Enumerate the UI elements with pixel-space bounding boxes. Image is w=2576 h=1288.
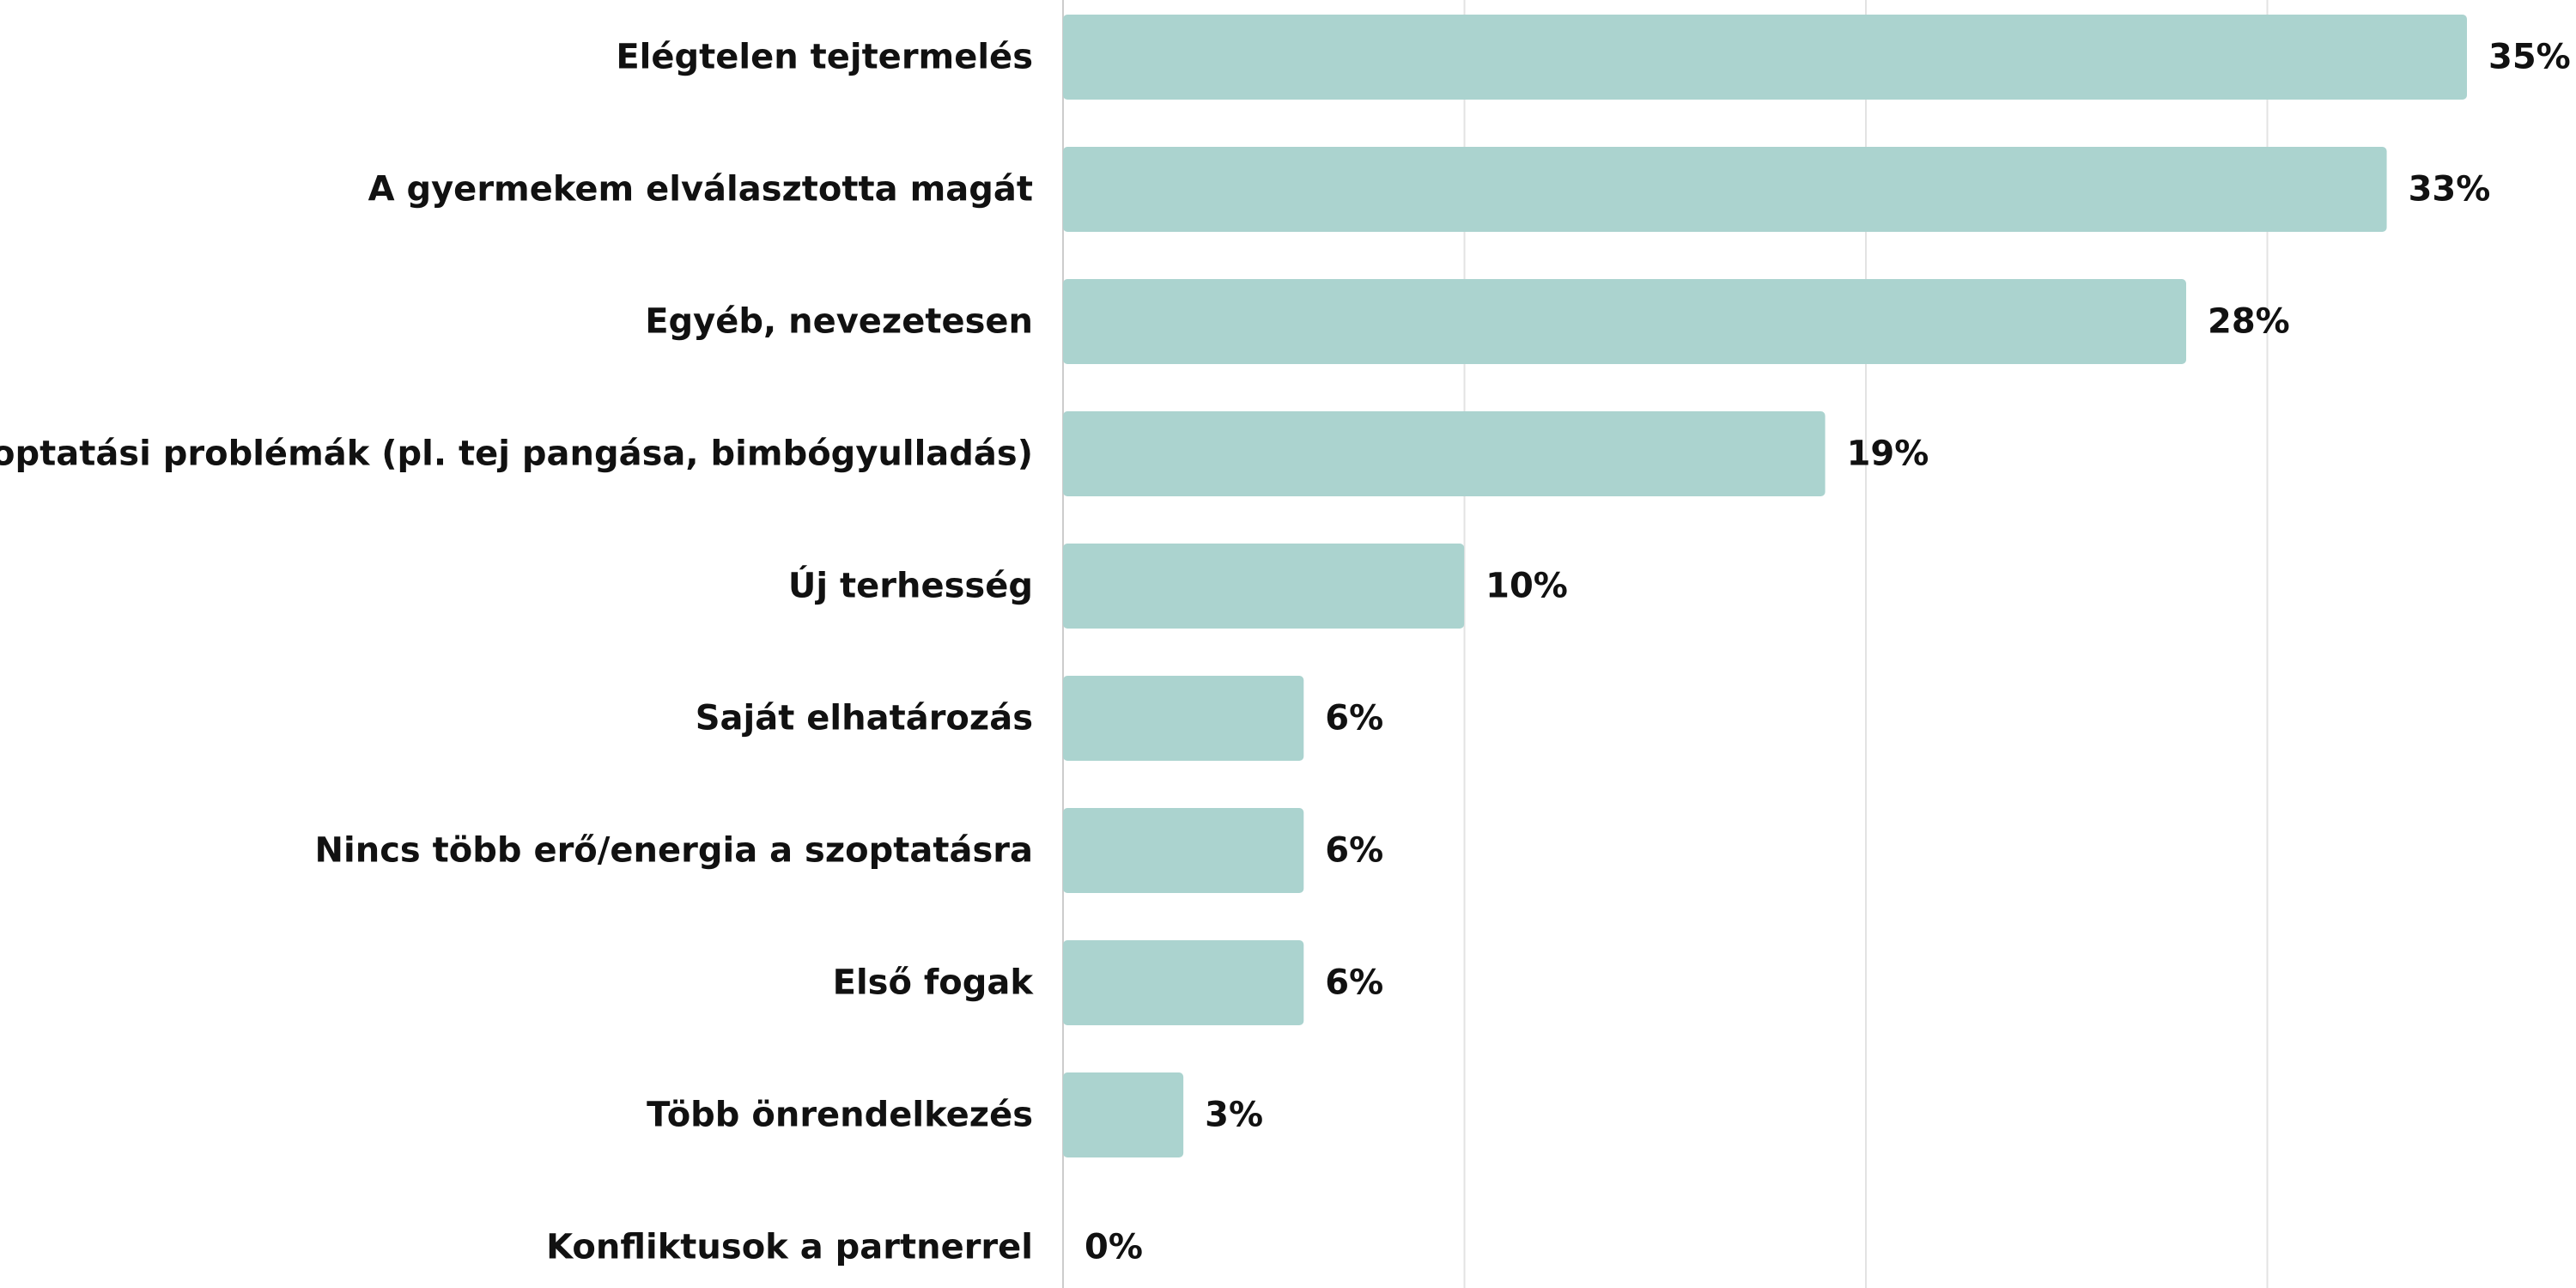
bar <box>1063 411 1826 496</box>
bar <box>1063 15 2467 100</box>
value-label: 6% <box>1325 831 1383 871</box>
category-label: Több önrendelkezés <box>647 1096 1033 1135</box>
value-label: 6% <box>1325 963 1383 1003</box>
category-label: Új terhesség <box>788 565 1033 606</box>
bar <box>1063 147 2387 232</box>
value-label: 0% <box>1084 1228 1143 1267</box>
value-label: 33% <box>2409 170 2491 210</box>
value-label: 10% <box>1485 567 1568 606</box>
bar <box>1063 676 1304 761</box>
category-label: Egyéb, nevezetesen <box>645 302 1033 342</box>
bar <box>1063 808 1304 893</box>
value-label: 28% <box>2208 302 2290 342</box>
category-label: Nincs több erő/energia a szoptatásra <box>315 831 1033 871</box>
category-label: A gyermekem elválasztotta magát <box>368 170 1033 210</box>
value-label: 19% <box>1847 434 1929 474</box>
category-label: Elégtelen tejtermelés <box>616 38 1033 77</box>
bar <box>1063 544 1465 629</box>
category-label: Első fogak <box>833 963 1035 1003</box>
category-label: Szoptatási problémák (pl. tej pangása, b… <box>0 434 1033 474</box>
bar <box>1063 279 2186 364</box>
category-label: Konfliktusok a partnerrel <box>546 1228 1033 1267</box>
category-labels: Elégtelen tejtermelés A gyermekem elválas… <box>0 38 1034 1267</box>
category-label: Saját elhatározás <box>696 699 1033 738</box>
value-label: 3% <box>1205 1096 1263 1135</box>
value-label: 6% <box>1325 699 1383 738</box>
value-labels: 35% 33% 28% 19% 10% 6% 6% 6% 3% 0% <box>1084 38 2571 1267</box>
bar <box>1063 1072 1184 1157</box>
value-label: 35% <box>2488 38 2571 77</box>
bar <box>1063 940 1304 1025</box>
bars <box>1063 15 2467 1157</box>
